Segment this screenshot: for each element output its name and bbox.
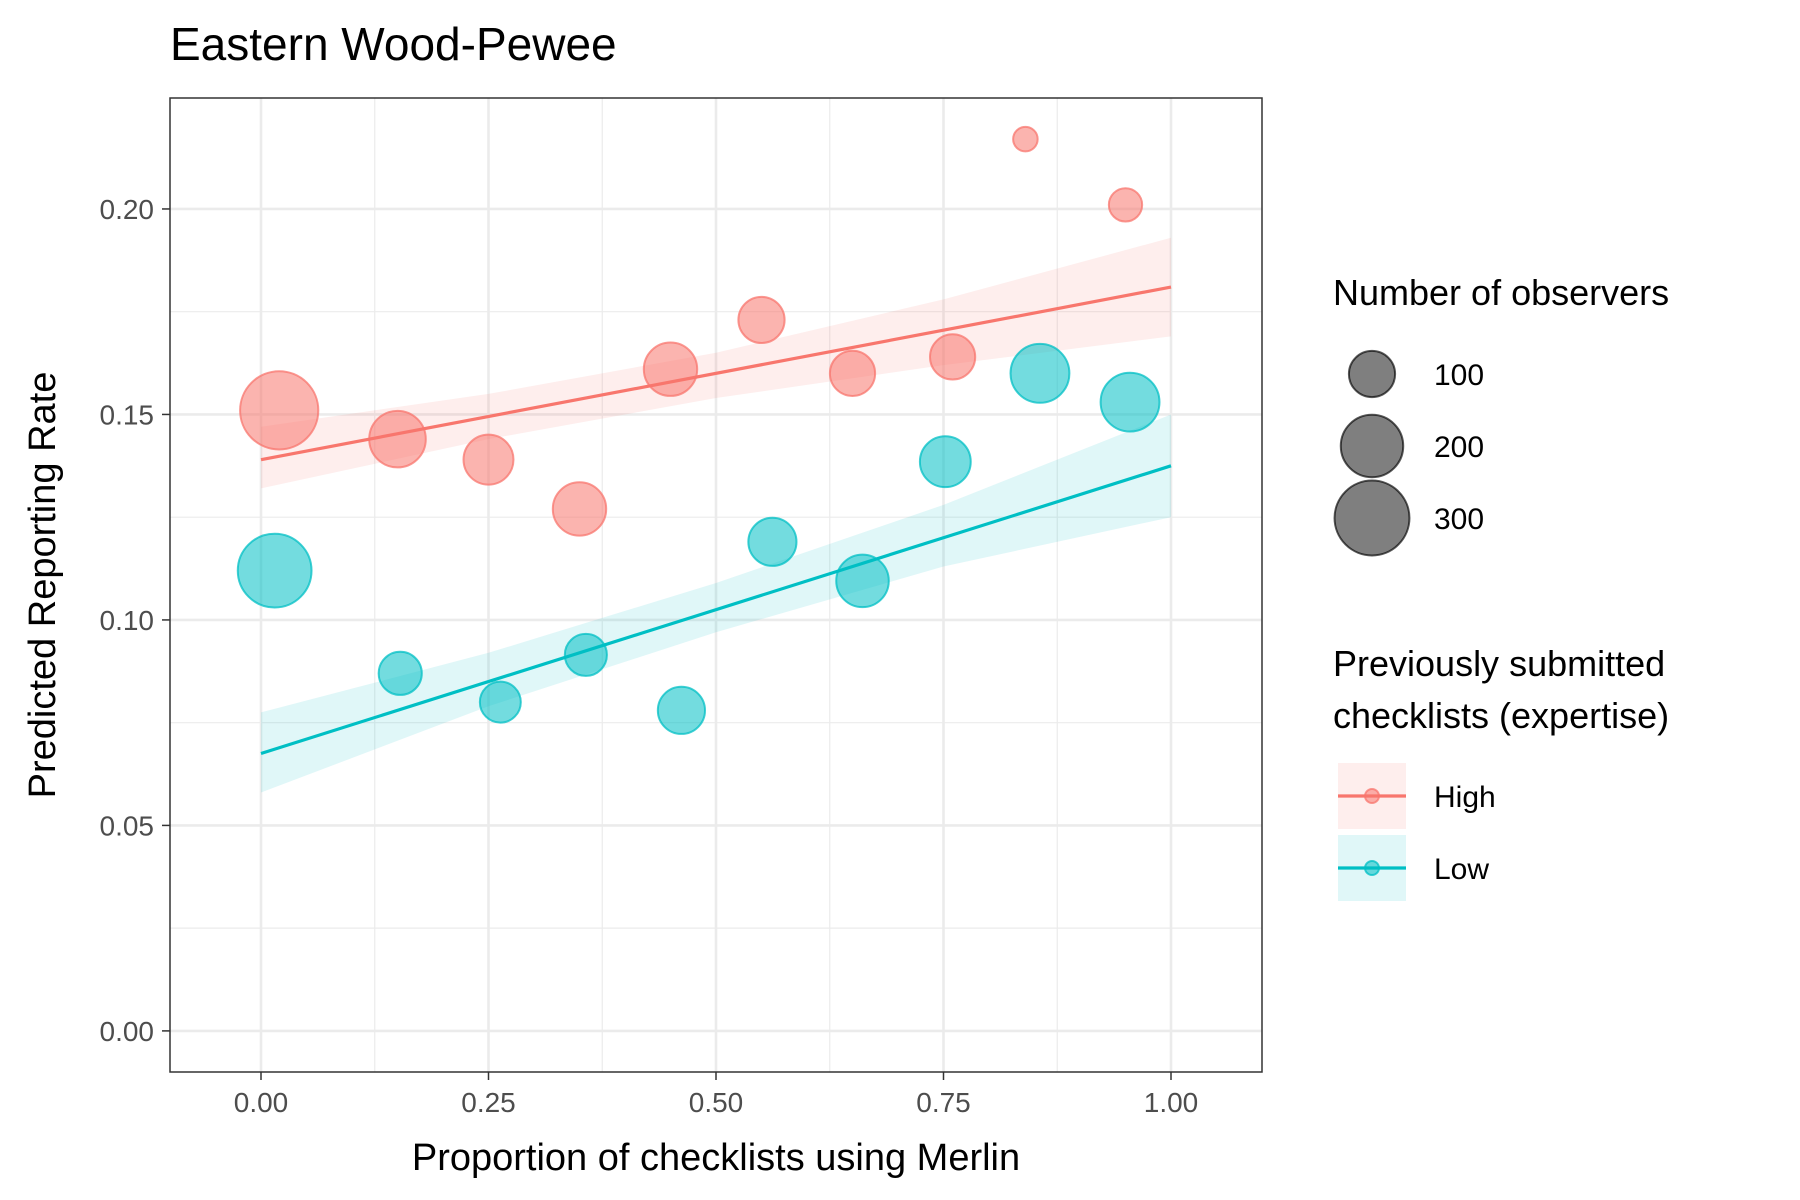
y-axis: 0.00 0.05 0.10 0.15 0.20 xyxy=(100,194,170,1047)
size-legend-entries: 100 200 300 xyxy=(1333,349,1484,557)
x-axis-title: Proportion of checklists using Merlin xyxy=(412,1137,1020,1179)
point-low xyxy=(563,632,608,677)
x-axis: 0.00 0.25 0.50 0.75 1.00 xyxy=(234,1072,1199,1118)
point-low xyxy=(747,516,798,567)
plot-area xyxy=(169,97,1263,1073)
color-legend-label-high: High xyxy=(1434,781,1496,814)
x-tick-label: 0.50 xyxy=(689,1087,744,1118)
confidence-band-high xyxy=(261,237,1171,489)
size-legend: Number of observers 100 200 300 xyxy=(1333,272,1669,557)
point-high xyxy=(928,333,977,381)
point-low xyxy=(835,553,890,609)
size-legend-key xyxy=(1347,349,1397,399)
point-high xyxy=(462,433,515,486)
color-legend-entries: High Low xyxy=(1338,763,1496,901)
color-legend: Previously submitted checklists (experti… xyxy=(1333,643,1669,901)
y-tick-label: 0.20 xyxy=(100,194,155,225)
y-tick-label: 0.05 xyxy=(100,810,155,841)
point-high xyxy=(642,341,699,397)
gridlines xyxy=(170,98,1262,1072)
y-axis-title: Predicted Reporting Rate xyxy=(22,372,64,799)
data-points xyxy=(236,125,1161,735)
point-high xyxy=(551,481,608,537)
chart-title: Eastern Wood-Pewee xyxy=(170,18,617,70)
point-low xyxy=(377,650,423,696)
point-low xyxy=(478,680,522,724)
fit-line-low xyxy=(260,464,1172,756)
y-tick-label: 0.10 xyxy=(100,605,155,636)
size-legend-key xyxy=(1339,413,1405,479)
point-high xyxy=(1107,187,1144,223)
point-high xyxy=(828,349,877,397)
color-legend-title-line-1: Previously submitted xyxy=(1333,643,1665,684)
color-legend-title-line-2: checklists (expertise) xyxy=(1333,695,1669,736)
point-high xyxy=(368,409,427,469)
size-legend-label: 100 xyxy=(1434,359,1484,392)
color-legend-point-key xyxy=(1364,788,1380,804)
color-legend-label-low: Low xyxy=(1434,853,1489,886)
x-tick-label: 0.00 xyxy=(234,1087,289,1118)
y-tick-label: 0.00 xyxy=(100,1016,155,1047)
point-low xyxy=(1099,371,1161,433)
point-low xyxy=(1009,342,1071,404)
color-legend-point-key xyxy=(1364,860,1380,876)
size-legend-label: 300 xyxy=(1434,503,1484,536)
size-legend-title: Number of observers xyxy=(1333,272,1669,313)
point-low xyxy=(656,685,707,735)
point-low xyxy=(918,435,972,489)
size-legend-label: 200 xyxy=(1434,431,1484,464)
point-low xyxy=(236,532,313,609)
point-high xyxy=(239,370,320,451)
point-high xyxy=(737,295,786,345)
x-tick-label: 1.00 xyxy=(1144,1087,1199,1118)
x-tick-label: 0.25 xyxy=(461,1087,516,1118)
point-high xyxy=(1012,125,1039,153)
y-tick-label: 0.15 xyxy=(100,399,155,430)
x-tick-label: 0.75 xyxy=(916,1087,971,1118)
size-legend-key xyxy=(1333,479,1411,557)
